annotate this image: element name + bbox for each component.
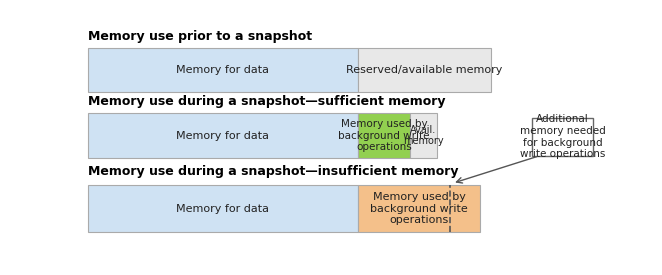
Bar (357, 185, 481, 232)
Bar (88, 114, 357, 158)
Text: Memory for data: Memory for data (176, 131, 269, 141)
Text: Memory for data: Memory for data (176, 204, 269, 214)
Text: Additional
memory needed
for background
write operations: Additional memory needed for background … (520, 114, 605, 159)
Bar (532, 118, 593, 156)
Text: Memory used by
background write
operations: Memory used by background write operatio… (370, 192, 468, 225)
Text: Memory for data: Memory for data (176, 65, 269, 75)
Bar (88, 48, 357, 92)
Text: Avail.
memory: Avail. memory (403, 125, 444, 147)
Text: Memory use during a snapshot—sufficient memory: Memory use during a snapshot—sufficient … (88, 95, 446, 108)
Text: Memory use prior to a snapshot: Memory use prior to a snapshot (88, 29, 312, 43)
Text: Reserved/available memory: Reserved/available memory (346, 65, 502, 75)
Bar (88, 185, 357, 232)
Text: Memory used by
background write
operations: Memory used by background write operatio… (338, 119, 430, 152)
Bar (410, 114, 437, 158)
Text: Memory use during a snapshot—insufficient memory: Memory use during a snapshot—insufficien… (88, 165, 458, 178)
Bar (357, 114, 410, 158)
Bar (357, 48, 491, 92)
